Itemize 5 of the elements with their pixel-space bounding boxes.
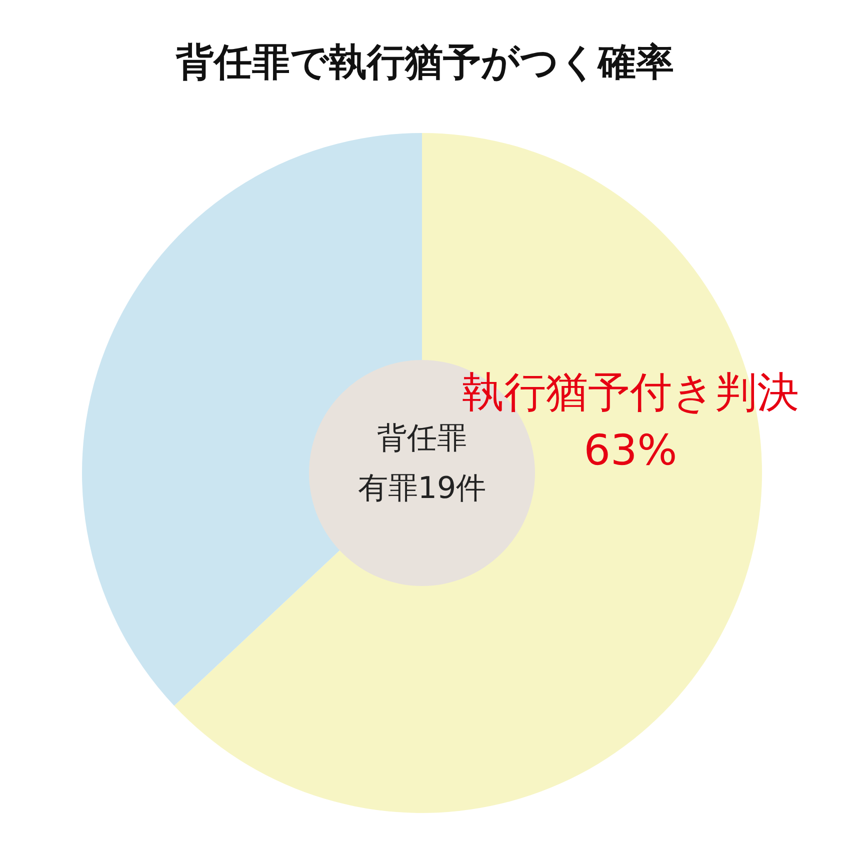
slice-label: 執行猶予付き判決	[462, 368, 799, 417]
data-label: 63%	[584, 426, 678, 475]
chart-title: 背任罪で執行猶予がつく確率	[175, 40, 674, 84]
text: 背任罪	[377, 421, 467, 456]
text: 有罪19件	[358, 471, 486, 506]
